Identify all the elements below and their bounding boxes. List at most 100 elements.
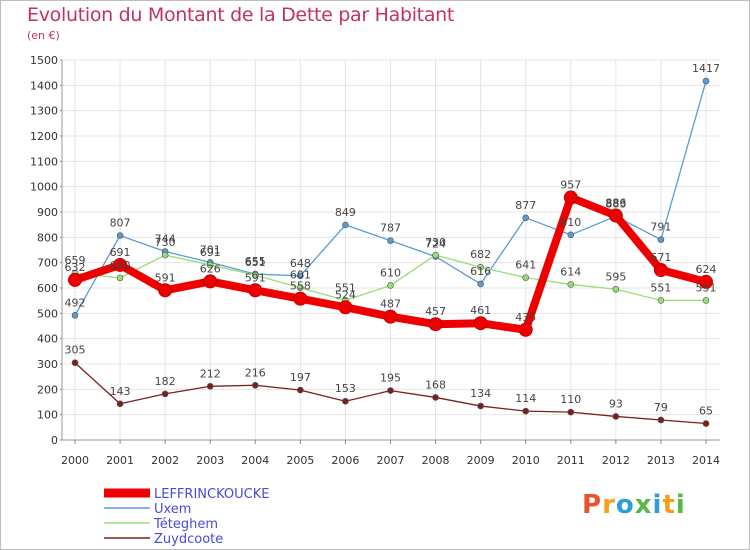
data-label: 610: [380, 266, 401, 279]
data-label: 807: [110, 217, 131, 230]
logo-letter: t: [662, 490, 676, 520]
data-point: [608, 208, 623, 223]
series-group: [68, 77, 713, 427]
y-tick-label: 1200: [30, 130, 58, 143]
data-label: 641: [515, 259, 536, 272]
data-label: 724: [425, 238, 446, 251]
y-tick-label: 300: [37, 358, 58, 371]
data-label: 143: [110, 385, 131, 398]
data-labels: 492 807 744 701 655 648 849 787 724 616 877 810 883 7…: [65, 62, 721, 418]
y-tick-label: 200: [37, 383, 58, 396]
data-point: [477, 280, 484, 288]
x-tick-label: 2002: [151, 454, 179, 467]
data-point: [251, 271, 259, 279]
x-tick-label: 2005: [286, 454, 314, 467]
data-label: 591: [245, 271, 266, 284]
data-label: 655: [245, 255, 266, 268]
y-tick-label: 1000: [30, 181, 58, 194]
data-point: [383, 309, 398, 324]
data-point: [248, 283, 263, 298]
data-label: 168: [425, 378, 446, 391]
data-label: 886: [605, 197, 626, 210]
data-point: [567, 281, 575, 288]
data-point: [113, 257, 128, 272]
data-label: 614: [560, 265, 581, 278]
data-label: 457: [425, 305, 446, 318]
data-label: 691: [200, 246, 221, 259]
chart-subtitle: (en €): [27, 29, 60, 42]
data-point: [161, 390, 169, 398]
data-label: 487: [380, 298, 401, 311]
data-label: 182: [155, 375, 176, 388]
y-tick-label: 1400: [30, 79, 58, 92]
logo-letter: i: [652, 490, 663, 520]
data-label: 195: [380, 372, 401, 385]
x-tick-label: 2009: [467, 454, 495, 467]
data-label: 791: [650, 221, 671, 234]
data-point: [702, 297, 710, 304]
data-label: 883: [605, 197, 626, 210]
logo-letter: o: [615, 490, 635, 520]
y-tick-label: 1100: [30, 155, 58, 168]
data-point: [522, 274, 530, 281]
data-label: 810: [560, 216, 581, 229]
data-label: 730: [155, 236, 176, 249]
data-point: [473, 316, 488, 331]
logo-letter: x: [634, 490, 653, 520]
data-label: 616: [470, 265, 491, 278]
x-tick-label: 2001: [106, 454, 134, 467]
x-tick-label: 2000: [61, 454, 89, 467]
y-tick-label: 600: [37, 282, 58, 295]
data-point: [567, 231, 575, 239]
y-axis-ticks: 0 100 200 300 400 500 600 700 800 900 1000 1100 1200…: [30, 54, 62, 447]
data-label: 730: [425, 236, 446, 249]
data-point: [477, 263, 484, 271]
x-tick-label: 2014: [692, 454, 720, 467]
data-point: [116, 400, 124, 408]
data-label: 659: [65, 254, 86, 267]
data-label: 153: [335, 382, 356, 395]
data-label: 197: [290, 371, 311, 384]
data-label: 744: [155, 233, 176, 246]
data-point: [293, 291, 308, 306]
data-point: [657, 416, 665, 424]
data-label: 787: [380, 222, 401, 235]
data-label: 624: [696, 263, 717, 276]
legend-label: Téteghem: [153, 517, 218, 532]
data-point: [522, 407, 530, 415]
data-label: 461: [470, 304, 491, 317]
data-point: [428, 317, 443, 332]
y-tick-label: 700: [37, 257, 58, 270]
data-point: [612, 285, 620, 293]
data-point: [477, 402, 484, 410]
y-tick-label: 500: [37, 307, 58, 320]
data-point: [68, 272, 82, 287]
data-point: [116, 232, 124, 239]
x-tick-label: 2003: [196, 454, 224, 467]
data-point: [297, 386, 304, 394]
data-point: [387, 282, 394, 289]
x-tick-label: 2011: [557, 454, 585, 467]
data-label: 305: [65, 344, 86, 357]
data-point: [653, 263, 668, 278]
proxiti-logo: Proxiti: [582, 490, 686, 520]
data-label: 595: [605, 270, 626, 283]
data-point: [203, 274, 218, 289]
data-point: [206, 261, 214, 269]
data-point: [71, 359, 79, 367]
data-label: 648: [290, 257, 311, 270]
y-tick-label: 1300: [30, 105, 58, 118]
data-label: 93: [609, 397, 623, 410]
data-label: 691: [110, 246, 131, 259]
data-point: [338, 300, 353, 315]
data-point: [518, 322, 533, 337]
data-label: 957: [560, 179, 581, 192]
data-label: 626: [200, 262, 221, 275]
data-label: 435: [515, 311, 536, 324]
data-point: [657, 236, 665, 243]
logo-letter: i: [675, 490, 686, 520]
legend-label: Uxem: [154, 502, 191, 517]
data-label: 110: [560, 393, 581, 406]
data-point: [342, 221, 349, 229]
